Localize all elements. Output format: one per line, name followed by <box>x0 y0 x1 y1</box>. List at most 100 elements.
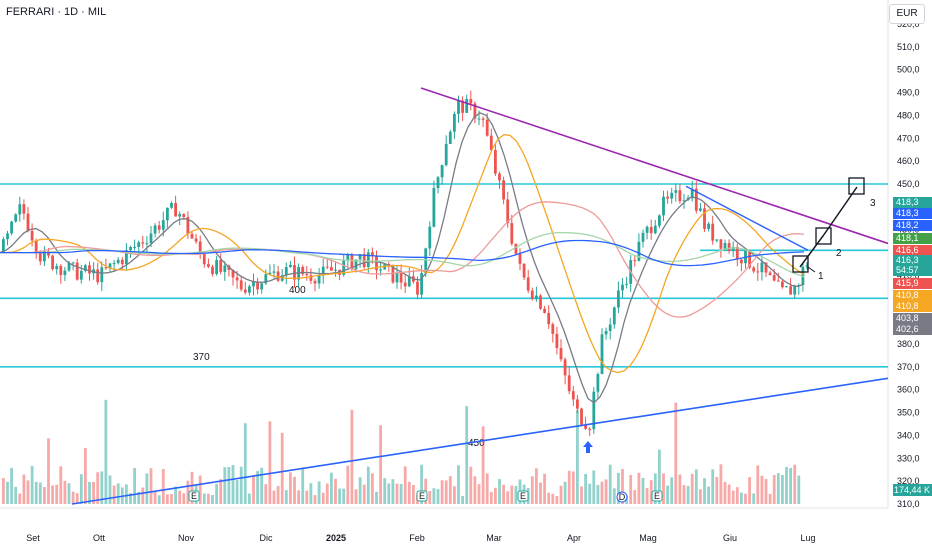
event-marker-label: E <box>419 491 425 501</box>
candle-body <box>371 252 374 256</box>
y-tick-label: 490,0 <box>897 88 920 98</box>
candle-body <box>752 267 756 272</box>
candle-body <box>145 243 149 245</box>
candle-body <box>559 348 563 360</box>
volume-bar <box>129 493 132 504</box>
candle-body <box>325 266 329 268</box>
volume-bar <box>371 473 374 504</box>
volume-bar <box>485 473 489 504</box>
candle-body <box>473 103 477 119</box>
candle-body <box>71 262 75 264</box>
candle-body <box>256 281 259 290</box>
support-trendline <box>71 377 889 505</box>
volume-bar <box>448 476 452 504</box>
candle-body <box>366 252 370 268</box>
candle-body <box>14 214 18 222</box>
volume-bar <box>137 491 141 504</box>
candle-body <box>760 262 764 273</box>
volume-bar <box>395 483 399 504</box>
volume-bar <box>358 477 362 504</box>
candle-body <box>481 118 485 120</box>
volume-bar <box>612 488 616 504</box>
volume-bar <box>756 465 760 504</box>
candle-body <box>514 243 518 254</box>
volume-bar <box>223 467 227 504</box>
candle-body <box>584 424 587 429</box>
volume-bar <box>6 481 9 504</box>
candle-body <box>727 242 731 251</box>
candle-body <box>100 267 104 283</box>
ma-slow-line <box>0 201 805 318</box>
ma-medium-line <box>0 134 805 374</box>
candle-body <box>207 264 210 267</box>
candle-body <box>621 284 624 291</box>
volume-bar <box>18 493 22 504</box>
candle-body <box>580 408 583 425</box>
wave-target-box <box>792 255 809 273</box>
volume-bar <box>2 478 5 504</box>
candle-body <box>198 241 202 254</box>
y-tick-label: 370,0 <box>897 362 920 372</box>
volume-bar <box>789 468 792 504</box>
candle-body <box>219 260 223 272</box>
volume-bar <box>539 482 542 504</box>
candle-body <box>776 280 780 282</box>
volume-bar <box>707 486 710 504</box>
candle-body <box>428 226 432 249</box>
volume-bar <box>51 485 54 504</box>
volume-bar <box>252 475 255 504</box>
y-tick-label: 380,0 <box>897 339 920 349</box>
volume-bar <box>47 438 50 504</box>
candle-body <box>276 271 280 281</box>
volume-bar <box>67 483 71 504</box>
candle-body <box>543 308 546 313</box>
volume-bar <box>465 406 469 504</box>
volume-bar <box>735 487 739 504</box>
earnings-marker <box>416 490 428 502</box>
volume-bar <box>571 471 575 504</box>
candle-body <box>243 289 247 293</box>
candle-body <box>453 113 456 132</box>
price-tag: 402,6 <box>893 324 932 335</box>
currency-selector[interactable]: EUR <box>889 4 925 24</box>
price-tag: 416,3 <box>893 255 932 266</box>
chart-title: FERRARI · 1D · MIL <box>6 6 107 18</box>
candle-body <box>539 295 542 309</box>
volume-bar <box>219 479 223 504</box>
volume-bar <box>149 468 153 504</box>
candle-body <box>334 269 337 271</box>
candle-body <box>756 271 760 273</box>
volume-bar <box>243 423 247 504</box>
candle-body <box>510 223 514 244</box>
volume-bar <box>22 474 26 504</box>
candle-body <box>424 248 428 274</box>
volume-bar <box>202 493 206 504</box>
candle-body <box>260 283 264 290</box>
candle-body <box>34 240 38 254</box>
candle-body <box>793 286 797 295</box>
volume-bar <box>670 477 674 504</box>
candle-body <box>588 428 592 430</box>
candle-body <box>789 286 792 295</box>
price-tag: 403,8 <box>893 313 932 324</box>
volume-bar <box>563 481 567 504</box>
candle-body <box>670 192 674 199</box>
volume-bar <box>342 488 346 504</box>
candle-body <box>690 188 694 198</box>
volume-bar <box>740 492 743 504</box>
volume-bar <box>748 477 751 504</box>
candle-body <box>645 226 649 233</box>
volume-bar <box>559 485 563 504</box>
candle-body <box>166 207 169 221</box>
price-tag: 54:57 <box>893 265 932 276</box>
candle-body <box>129 246 132 251</box>
price-tag: 418,2 <box>893 220 932 231</box>
volume-bar <box>34 481 38 504</box>
candle-body <box>75 262 79 280</box>
volume-bar <box>190 471 194 504</box>
x-tick-label: Set <box>26 533 40 543</box>
candle-body <box>440 165 444 178</box>
candle-body <box>252 281 255 287</box>
volume-bar <box>494 487 497 504</box>
